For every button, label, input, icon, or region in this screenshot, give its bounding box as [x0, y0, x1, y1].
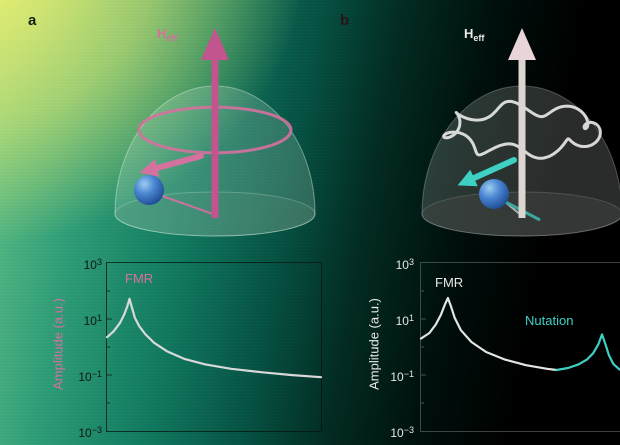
y-axis-label-a: Amplitude (a.u.) [50, 298, 66, 390]
precession-direction-arrow-head [139, 159, 160, 177]
fmr-annotation-b: FMR [435, 275, 464, 290]
effective-field-arrow-head [508, 28, 536, 60]
fmr-annotation-a: FMR [125, 271, 154, 286]
plot-a-canvas [105, 290, 323, 404]
field-symbol: H [464, 26, 474, 41]
ytick-label: 101 [395, 313, 414, 328]
precession-direction-arrow-shaft [154, 153, 204, 171]
nutation-annotation-b: Nutation [525, 313, 574, 328]
panel-b-label: b [340, 12, 350, 29]
ytick-label: 10−3 [78, 425, 102, 440]
precession-illustration-a [114, 28, 316, 237]
nutation-illustration-b [421, 28, 620, 237]
effective-field-arrow-shaft [518, 56, 526, 218]
nutation-orbit [442, 99, 602, 160]
ytick-label: 10−1 [78, 369, 102, 384]
ytick-label: 103 [83, 257, 102, 272]
field-subscript: eff [166, 33, 178, 43]
fmr-curve [105, 297, 323, 379]
panel-a-label: a [28, 12, 37, 29]
fmr-curve [419, 296, 558, 372]
ytick-label: 103 [395, 257, 414, 272]
plot-b: FMR Nutation [419, 262, 620, 432]
nutation-direction-arrow-head [457, 169, 478, 187]
spin-sphere [134, 175, 164, 205]
effective-field-arrow-head [201, 28, 229, 60]
y-axis-tick-marks [421, 290, 426, 404]
field-subscript: eff [473, 33, 485, 43]
ytick-label: 101 [83, 313, 102, 328]
y-axis-tick-marks [107, 290, 112, 404]
effective-field-label-b: Heff [464, 26, 484, 43]
nutation-curve [555, 333, 620, 372]
nutation-direction-arrow-shaft [471, 157, 517, 181]
effective-field-label-a: Heff [157, 26, 177, 43]
ytick-label: 10−1 [390, 369, 414, 384]
precession-orbit [137, 105, 293, 155]
effective-field-arrow-shaft [211, 56, 219, 218]
ytick-label: 10−3 [390, 425, 414, 440]
field-symbol: H [157, 26, 167, 41]
plot-a: FMR [105, 262, 323, 432]
spin-sphere [479, 179, 509, 209]
plot-b-canvas [419, 290, 620, 404]
